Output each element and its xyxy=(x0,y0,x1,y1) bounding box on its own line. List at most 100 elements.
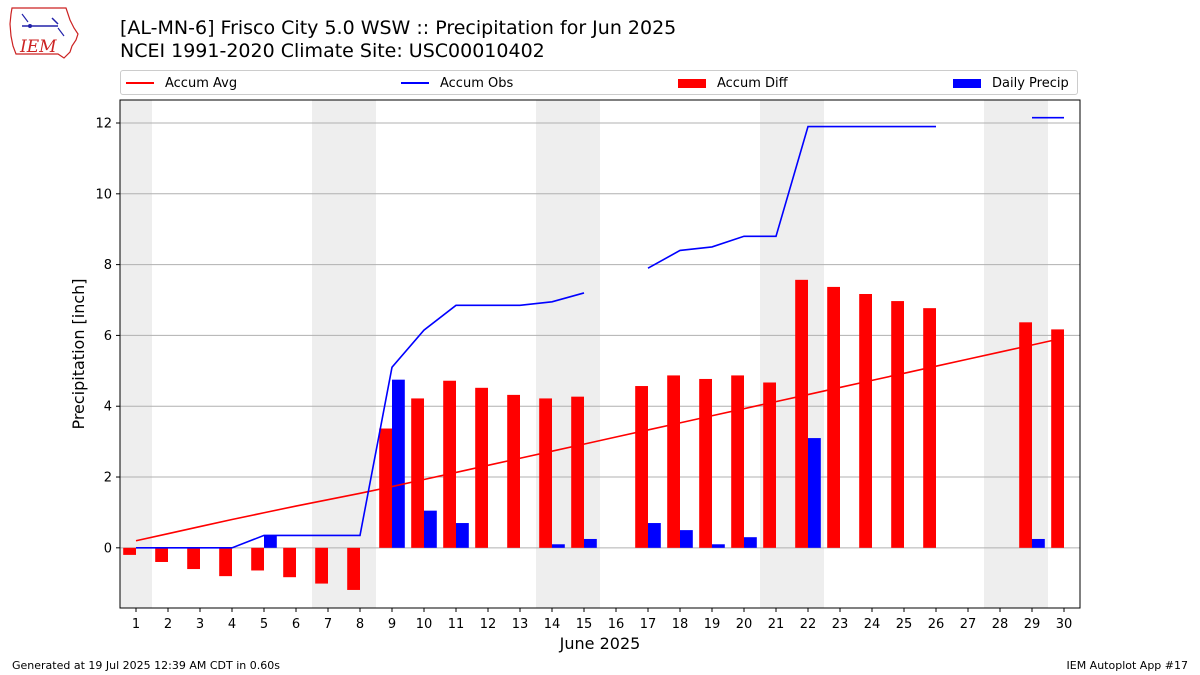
accum-diff-bar xyxy=(315,547,328,584)
y-axis-label: Precipitation [inch] xyxy=(69,278,88,429)
x-tick-label: 11 xyxy=(448,617,465,632)
x-tick-label: 28 xyxy=(992,617,1009,632)
plot-frame xyxy=(119,99,1081,609)
x-tick-label: 9 xyxy=(388,617,396,632)
accum-diff-bar xyxy=(731,375,744,548)
x-tick-label: 19 xyxy=(704,617,721,632)
iem-logo: IEM xyxy=(9,7,79,59)
accum-diff-bar xyxy=(699,378,712,548)
title-line-1: [AL-MN-6] Frisco City 5.0 WSW :: Precipi… xyxy=(120,17,677,39)
legend-label: Daily Precip xyxy=(992,75,1069,91)
accum-diff-bar xyxy=(475,387,488,548)
legend: Accum Avg Accum Obs Accum Diff Daily Pre… xyxy=(120,70,1078,95)
x-tick-label: 26 xyxy=(928,617,945,632)
daily-precip-bar xyxy=(1032,538,1045,548)
accum-diff-bar xyxy=(539,398,552,548)
x-tick-label: 16 xyxy=(608,617,625,632)
legend-swatch-line xyxy=(401,82,429,84)
chart-title: [AL-MN-6] Frisco City 5.0 WSW :: Precipi… xyxy=(120,17,676,63)
accum-diff-bar xyxy=(859,293,872,548)
generated-footer: Generated at 19 Jul 2025 12:39 AM CDT in… xyxy=(12,659,280,672)
daily-precip-bar xyxy=(648,523,661,548)
accum-obs-line xyxy=(647,125,936,269)
x-tick-label: 4 xyxy=(228,617,236,632)
legend-label: Accum Diff xyxy=(717,75,788,91)
legend-swatch-line xyxy=(126,82,154,84)
weekend-shade xyxy=(344,100,376,608)
x-tick-label: 25 xyxy=(896,617,913,632)
accum-diff-bar xyxy=(795,279,808,548)
legend-label: Accum Obs xyxy=(440,75,514,91)
y-tick-label: 0 xyxy=(104,541,112,556)
accum-diff-bar xyxy=(443,380,456,548)
x-tick-label: 3 xyxy=(196,617,204,632)
title-line-2: NCEI 1991-2020 Climate Site: USC00010402 xyxy=(120,40,545,62)
x-tick-label: 21 xyxy=(768,617,785,632)
daily-precip-bar xyxy=(584,538,597,548)
legend-item-accum-obs: Accum Obs xyxy=(401,74,513,92)
bar-series xyxy=(123,279,1064,590)
accum-diff-bar xyxy=(571,396,584,548)
accum-diff-bar xyxy=(187,547,200,570)
x-tick-label: 12 xyxy=(480,617,497,632)
weekend-shade xyxy=(120,100,152,608)
y-tick-label: 4 xyxy=(104,400,112,415)
accum-diff-bar xyxy=(507,394,520,548)
x-tick-label: 29 xyxy=(1024,617,1041,632)
daily-precip-bar xyxy=(744,537,757,548)
x-tick-label: 6 xyxy=(292,617,300,632)
daily-precip-bar xyxy=(264,535,277,548)
accum-diff-bar xyxy=(1051,329,1064,548)
x-tick-label: 1 xyxy=(132,617,140,632)
accum-diff-bar xyxy=(827,286,840,548)
x-tick-label: 27 xyxy=(960,617,977,632)
y-tick-label: 8 xyxy=(104,258,112,273)
accum-diff-bar xyxy=(635,386,648,548)
accum-diff-bar xyxy=(155,547,168,562)
x-tick-label: 13 xyxy=(512,617,529,632)
weekend-shade xyxy=(312,100,344,608)
y-axis-ticks: 0 2 4 6 8 10 12 xyxy=(95,117,120,556)
x-tick-label: 14 xyxy=(544,617,561,632)
accum-diff-bar xyxy=(891,301,904,548)
accum-diff-bar xyxy=(411,398,424,548)
x-axis-ticks: 1 2 3 4 5 6 7 8 9 10 11 12 13 14 15 16 17 18 19 20 21 22 23 24 2… xyxy=(132,608,1072,632)
x-tick-label: 2 xyxy=(164,617,172,632)
x-axis-label: June 2025 xyxy=(559,634,641,653)
daily-precip-bar xyxy=(712,544,725,548)
y-tick-label: 10 xyxy=(95,187,112,202)
x-tick-label: 5 xyxy=(260,617,268,632)
daily-precip-bar xyxy=(552,544,565,548)
legend-item-daily-precip: Daily Precip xyxy=(953,74,1069,92)
x-tick-label: 10 xyxy=(416,617,433,632)
x-tick-label: 18 xyxy=(672,617,689,632)
accum-diff-bar xyxy=(763,382,776,548)
daily-precip-bar xyxy=(392,379,405,548)
x-tick-label: 22 xyxy=(800,617,817,632)
y-tick-label: 12 xyxy=(95,117,112,132)
legend-item-accum-diff: Accum Diff xyxy=(678,74,788,92)
accum-diff-bar xyxy=(123,547,136,555)
accum-diff-bar xyxy=(923,308,936,548)
x-tick-label: 17 xyxy=(640,617,657,632)
y-tick-label: 6 xyxy=(104,329,112,344)
daily-precip-bar xyxy=(424,510,437,548)
accum-diff-bar xyxy=(1019,322,1032,548)
daily-precip-bar xyxy=(456,523,469,548)
legend-label: Accum Avg xyxy=(165,75,238,91)
logo-text: IEM xyxy=(19,37,57,57)
daily-precip-bar xyxy=(680,530,693,548)
x-tick-label: 23 xyxy=(832,617,849,632)
accum-obs-line xyxy=(136,292,585,549)
legend-item-accum-avg: Accum Avg xyxy=(126,74,237,92)
app-footer: IEM Autoplot App #17 xyxy=(1066,659,1189,672)
accum-diff-bar xyxy=(667,375,680,548)
x-tick-label: 8 xyxy=(356,617,364,632)
legend-swatch-patch xyxy=(678,78,706,88)
x-tick-label: 20 xyxy=(736,617,753,632)
y-tick-label: 2 xyxy=(104,471,112,486)
line-series xyxy=(135,116,1065,549)
x-tick-label: 7 xyxy=(324,617,332,632)
x-tick-label: 24 xyxy=(864,617,881,632)
grid-lines xyxy=(120,122,1080,549)
